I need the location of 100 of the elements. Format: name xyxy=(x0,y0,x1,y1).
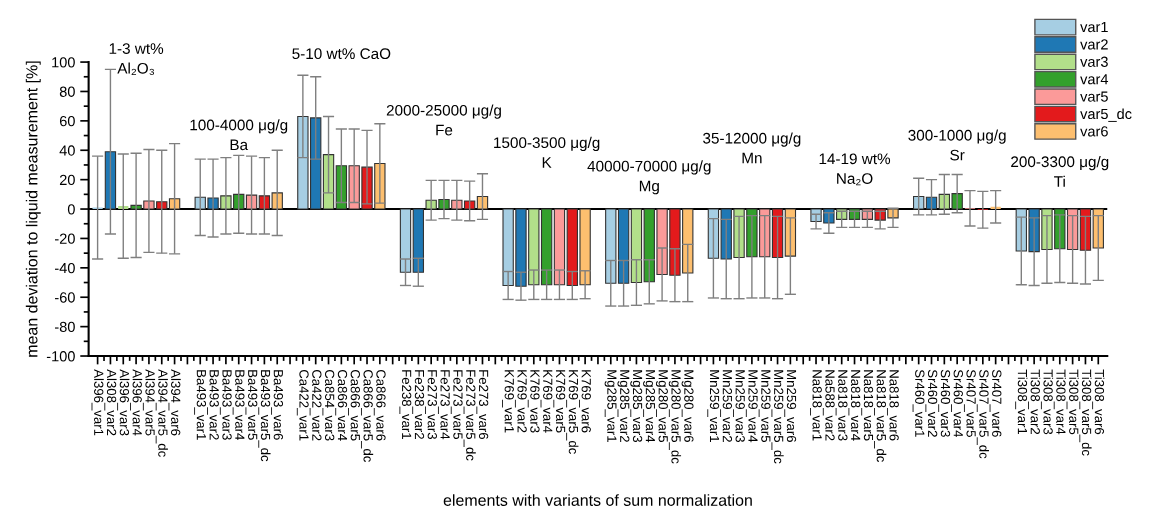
y-tick-label: 0 xyxy=(67,204,75,215)
x-tick-label: Ti308_var2 xyxy=(1028,369,1041,435)
x-tick-label: Fe273_var3 xyxy=(425,370,437,440)
x-tick-label: Mg285_var3 xyxy=(630,370,643,442)
x-tick-label: Na818_var5_dc xyxy=(874,370,887,463)
y-tick-label: -100 xyxy=(46,351,75,362)
x-tick-label: Ti308_var3 xyxy=(1040,369,1054,435)
x-tick-label: K769_var6 xyxy=(579,370,591,433)
text: 5-10 wt% CaO xyxy=(292,48,391,60)
x-tick-label: Al396_var4 xyxy=(130,369,143,436)
x-tick-label: Ca866_var4 xyxy=(335,369,348,441)
y-tick-label: 80 xyxy=(59,86,75,97)
x-tick-label: Mn259_var2 xyxy=(720,370,733,442)
x-tick-label: Al394_var6 xyxy=(168,369,181,436)
x-tick-label: Ca866_var5 xyxy=(348,369,360,441)
x-tick-label: Ca866_var6 xyxy=(373,369,386,441)
x-tick-label: Mg280_var6 xyxy=(681,370,694,442)
x-tick-label: Na818_var6 xyxy=(886,370,899,441)
x-tick-label: Na818_var1 xyxy=(810,370,822,441)
bar xyxy=(784,208,797,257)
x-tick-label: Sr460_var4 xyxy=(951,369,963,438)
x-tick-label: Ti308_var6 xyxy=(1092,369,1105,435)
x-tick-label: Mn259_var4 xyxy=(745,370,758,443)
x-tick-label: Na818_var4 xyxy=(848,370,861,441)
x-tick-label: Mg285_var2 xyxy=(617,370,630,442)
annotation: 14-19 wt% Na₂O xyxy=(819,153,891,186)
y-tick-label: 20 xyxy=(59,174,75,186)
bar xyxy=(925,196,938,210)
x-tick-label: Ca866_var5_dc xyxy=(360,369,374,463)
x-tick-label: Mn259_var5 xyxy=(758,370,771,443)
x-tick-label: Mn259_var3 xyxy=(733,370,745,442)
x-tick-label: Sr407_var6 xyxy=(989,369,1002,437)
x-tick-label: Sr460_var2 xyxy=(925,369,938,437)
y-tick-label: -60 xyxy=(55,292,75,303)
annotation: 300-1000 μg/g Sr xyxy=(908,129,1006,161)
x-tick-label: Ba493_var6 xyxy=(271,370,284,440)
x-tick-label: Ba493_var2 xyxy=(207,370,219,440)
legend-label: var2 xyxy=(1080,39,1108,50)
x-tick-label: K769_var4 xyxy=(540,370,553,433)
x-tick-label: Mg285_var1 xyxy=(604,370,617,442)
x-tick-label: Ba493_var4 xyxy=(232,370,245,440)
x-tick-label: Mg280_var5_dc xyxy=(668,370,682,464)
x-tick-label: Ba493_var3 xyxy=(219,370,232,440)
x-tick-label: K769_var5_dc xyxy=(566,370,579,454)
y-tick-label: -40 xyxy=(55,262,75,274)
x-tick-label: Mg285_var4 xyxy=(643,370,656,443)
x-tick-label: Ca422_var1 xyxy=(296,369,309,441)
x-tick-label: Fe238_var2 xyxy=(412,370,425,439)
x-tick-label: Fe238_var1 xyxy=(399,370,412,439)
y-tick-label: 100 xyxy=(52,57,75,68)
annotation: 200-3300 μg/g Ti xyxy=(1011,155,1109,187)
x-tick-label: Fe273_var5 xyxy=(450,370,463,440)
x-tick-label: Al396_var1 xyxy=(91,369,104,436)
x-tick-label: Al396_var3 xyxy=(117,369,130,436)
x-tick-label: Ti308_var4 xyxy=(1053,369,1066,435)
bar xyxy=(118,206,129,210)
x-tick-label: Fe273_var5_dc xyxy=(463,370,476,461)
x-tick-label: Mn259_var6 xyxy=(784,370,797,442)
y-tick-label: -80 xyxy=(55,321,75,333)
bar xyxy=(912,195,925,210)
x-tick-label: Na588_var2 xyxy=(822,370,835,441)
x-tick-label: Ca422_var2 xyxy=(309,369,322,441)
legend-label: var4 xyxy=(1080,74,1109,85)
x-tick-label: Ti308_var1 xyxy=(1015,369,1028,435)
y-tick-label: 60 xyxy=(59,115,75,127)
x-tick-label: Ca854_var3 xyxy=(322,369,335,441)
x-tick-label: Ba493_var5 xyxy=(245,370,258,440)
legend-label: var3 xyxy=(1080,56,1108,67)
y-axis-title: mean deviation to liquid measurement [%] xyxy=(25,61,41,357)
bar xyxy=(476,195,489,210)
bar xyxy=(553,208,566,286)
x-tick-label: Mg280_var5 xyxy=(655,370,668,443)
x-tick-label: K769_var5 xyxy=(553,370,566,433)
y-tick-label: -20 xyxy=(55,233,75,244)
x-tick-label: Mn259_var1 xyxy=(707,370,720,442)
legend-label: var5_dc xyxy=(1080,108,1132,122)
x-tick-label: Na818_var3 xyxy=(835,370,848,441)
x-tick-label: K769_var1 xyxy=(502,370,514,433)
x-axis-title: elements with variants of sum normalization xyxy=(443,494,752,506)
y-tick-label: 40 xyxy=(59,145,75,156)
x-tick-label: Sr407_var5 xyxy=(963,369,976,437)
x-tick-label: Ba493_var1 xyxy=(194,370,207,440)
annotation: 100-4000 μg/g Ba xyxy=(190,119,288,151)
x-tick-label: Al308_var2 xyxy=(104,369,117,436)
legend-label: var6 xyxy=(1080,126,1108,137)
x-tick-label: Mn259_var5_dc xyxy=(771,370,784,464)
x-tick-label: Sr460_var1 xyxy=(912,369,925,437)
annotation: 1-3 wt% Al₂O₃ xyxy=(109,43,164,75)
x-tick-label: Ti308_var5 xyxy=(1066,369,1079,435)
x-tick-label: Al394_var5 xyxy=(142,369,156,436)
x-tick-label: K769_var3 xyxy=(527,370,540,433)
x-tick-label: Fe273_var6 xyxy=(476,370,489,440)
x-tick-label: K769_var2 xyxy=(514,370,527,433)
x-tick-label: Fe273_var4 xyxy=(437,370,450,440)
legend-label: var5 xyxy=(1080,91,1108,102)
x-tick-label: Al394_var5_dc xyxy=(155,369,168,457)
legend-label: var1 xyxy=(1080,21,1108,33)
annotation: 2000-25000 μg/g Fe xyxy=(386,104,501,136)
x-tick-label: Ti308_var5_dc xyxy=(1079,369,1092,456)
x-tick-label: Ba493_var5_dc xyxy=(258,370,271,462)
